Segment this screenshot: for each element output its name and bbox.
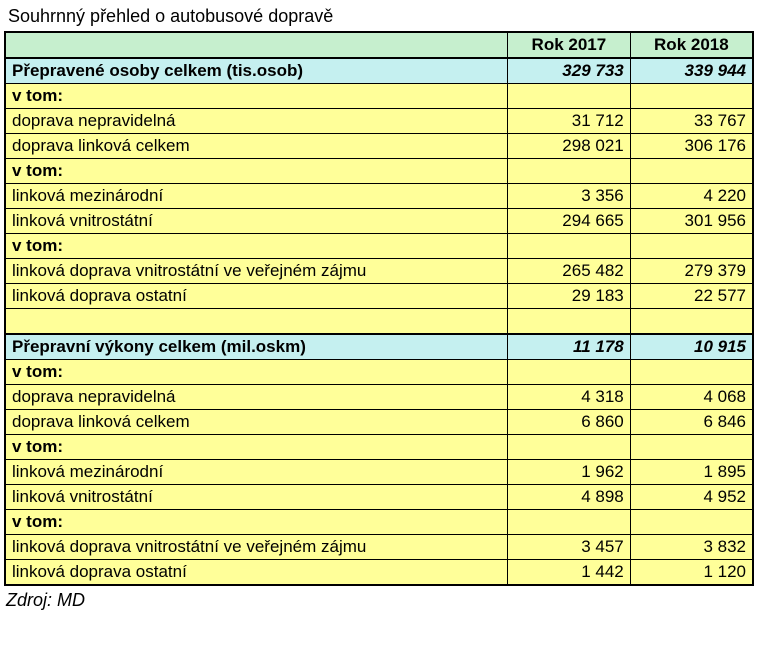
table-row: linková vnitrostátní4 8984 952	[5, 484, 753, 509]
cell-2017	[508, 509, 631, 534]
cell-2017: 6 860	[508, 409, 631, 434]
table-row: linková doprava vnitrostátní ve veřejném…	[5, 259, 753, 284]
table-row: linková mezinárodní1 9621 895	[5, 459, 753, 484]
row-label: v tom:	[5, 509, 508, 534]
cell-2018: 339 944	[630, 58, 753, 84]
table-row: Přepravní výkony celkem (mil.oskm)11 178…	[5, 334, 753, 360]
table-row: v tom:	[5, 84, 753, 109]
cell-2018: 1 895	[630, 459, 753, 484]
cell-2018	[630, 509, 753, 534]
table-title: Souhrnný přehled o autobusové dopravě	[4, 4, 760, 29]
cell-2018: 22 577	[630, 284, 753, 309]
cell-2018	[630, 84, 753, 109]
cell-2017: 31 712	[508, 109, 631, 134]
table-row: doprava nepravidelná4 3184 068	[5, 384, 753, 409]
cell-2018: 301 956	[630, 209, 753, 234]
cell-2018	[630, 159, 753, 184]
row-label: doprava linková celkem	[5, 134, 508, 159]
row-label: linková mezinárodní	[5, 184, 508, 209]
cell-2018: 279 379	[630, 259, 753, 284]
cell-2017: 11 178	[508, 334, 631, 360]
row-label: linková mezinárodní	[5, 459, 508, 484]
table-row: v tom:	[5, 509, 753, 534]
cell-2017: 329 733	[508, 58, 631, 84]
cell-2017: 298 021	[508, 134, 631, 159]
cell-2017: 294 665	[508, 209, 631, 234]
row-label: doprava nepravidelná	[5, 384, 508, 409]
table-row: linková doprava ostatní1 4421 120	[5, 559, 753, 585]
table-row: v tom:	[5, 434, 753, 459]
row-label: v tom:	[5, 234, 508, 259]
table-row: v tom:	[5, 159, 753, 184]
source-note: Zdroj: MD	[4, 586, 760, 615]
cell-2018: 4 952	[630, 484, 753, 509]
table-row: linková doprava vnitrostátní ve veřejném…	[5, 534, 753, 559]
blank-cell	[508, 309, 631, 334]
table-row: v tom:	[5, 234, 753, 259]
cell-2017: 265 482	[508, 259, 631, 284]
cell-2017	[508, 159, 631, 184]
header-row: Rok 2017 Rok 2018	[5, 32, 753, 58]
cell-2018: 306 176	[630, 134, 753, 159]
cell-2017	[508, 359, 631, 384]
row-label: linková vnitrostátní	[5, 209, 508, 234]
table-row: linková mezinárodní3 3564 220	[5, 184, 753, 209]
cell-2017: 3 356	[508, 184, 631, 209]
table-row: linková doprava ostatní29 18322 577	[5, 284, 753, 309]
cell-2018: 33 767	[630, 109, 753, 134]
cell-2018: 10 915	[630, 334, 753, 360]
header-2018: Rok 2018	[630, 32, 753, 58]
row-label: v tom:	[5, 434, 508, 459]
table-row	[5, 309, 753, 334]
blank-cell	[630, 309, 753, 334]
cell-2018	[630, 359, 753, 384]
cell-2017: 29 183	[508, 284, 631, 309]
cell-2018: 1 120	[630, 559, 753, 585]
cell-2017: 1 442	[508, 559, 631, 585]
cell-2017: 4 318	[508, 384, 631, 409]
cell-2018	[630, 234, 753, 259]
cell-2018	[630, 434, 753, 459]
cell-2018: 4 068	[630, 384, 753, 409]
table-row: doprava linková celkem298 021306 176	[5, 134, 753, 159]
cell-2017	[508, 234, 631, 259]
table-row: Přepravené osoby celkem (tis.osob)329 73…	[5, 58, 753, 84]
table-row: linková vnitrostátní294 665301 956	[5, 209, 753, 234]
blank-cell	[5, 309, 508, 334]
row-label: v tom:	[5, 84, 508, 109]
row-label: v tom:	[5, 159, 508, 184]
table-row: v tom:	[5, 359, 753, 384]
cell-2018: 4 220	[630, 184, 753, 209]
cell-2018: 3 832	[630, 534, 753, 559]
table-row: doprava nepravidelná31 71233 767	[5, 109, 753, 134]
row-label: linková doprava vnitrostátní ve veřejném…	[5, 534, 508, 559]
cell-2017: 3 457	[508, 534, 631, 559]
row-label: Přepravené osoby celkem (tis.osob)	[5, 58, 508, 84]
header-2017: Rok 2017	[508, 32, 631, 58]
row-label: linková doprava vnitrostátní ve veřejném…	[5, 259, 508, 284]
cell-2017	[508, 434, 631, 459]
row-label: v tom:	[5, 359, 508, 384]
table-row: doprava linková celkem6 8606 846	[5, 409, 753, 434]
row-label: linková doprava ostatní	[5, 559, 508, 585]
row-label: doprava linková celkem	[5, 409, 508, 434]
header-blank	[5, 32, 508, 58]
row-label: Přepravní výkony celkem (mil.oskm)	[5, 334, 508, 360]
cell-2018: 6 846	[630, 409, 753, 434]
row-label: doprava nepravidelná	[5, 109, 508, 134]
cell-2017	[508, 84, 631, 109]
cell-2017: 4 898	[508, 484, 631, 509]
row-label: linková vnitrostátní	[5, 484, 508, 509]
bus-transport-table: Rok 2017 Rok 2018 Přepravené osoby celke…	[4, 31, 754, 586]
cell-2017: 1 962	[508, 459, 631, 484]
row-label: linková doprava ostatní	[5, 284, 508, 309]
